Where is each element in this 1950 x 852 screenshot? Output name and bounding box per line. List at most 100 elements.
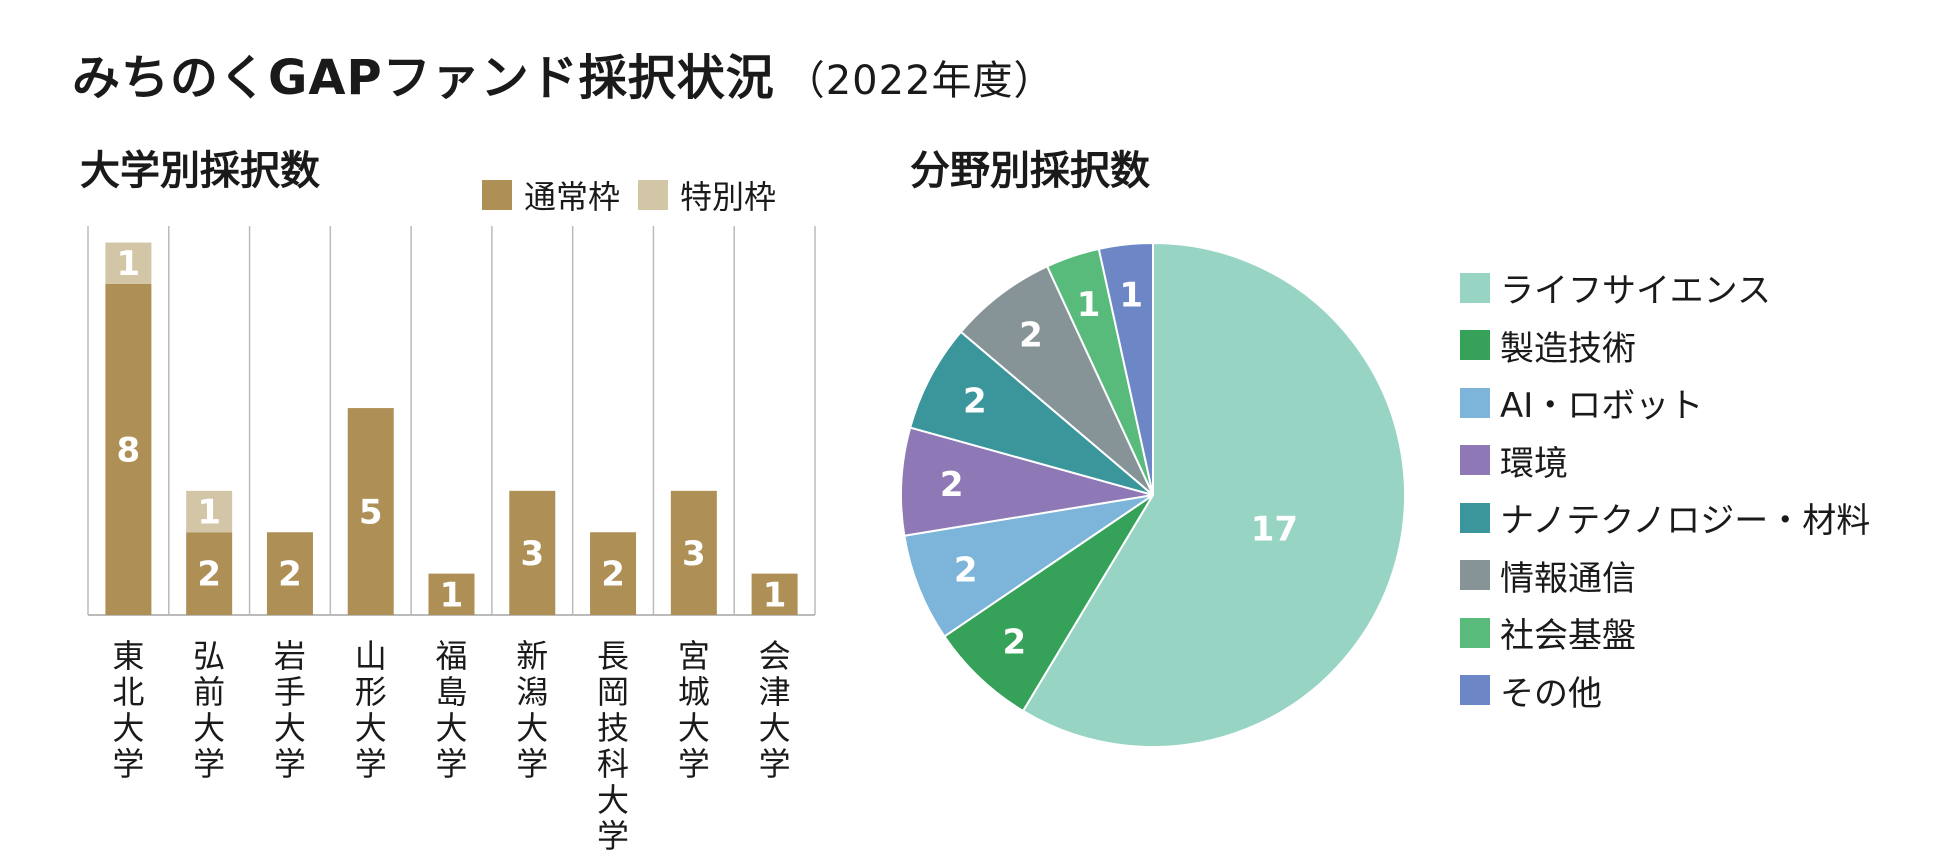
- pie-slice: [903, 494, 1154, 638]
- pie-value-label: 1: [1077, 285, 1101, 325]
- category-label-char: 宮: [678, 637, 710, 675]
- pie-legend-swatch: [1460, 502, 1490, 533]
- category-label-char: 学: [516, 745, 548, 783]
- page-title-year: （2022年度）: [784, 58, 1055, 104]
- pie-slice: [943, 494, 1154, 713]
- pie-legend-label: 情報通信: [1500, 558, 1636, 599]
- legend-label-regular: 通常枠: [524, 178, 621, 216]
- category-label-char: 大: [274, 709, 306, 747]
- pie-value-label: 2: [963, 382, 987, 422]
- bar-value-label: 1: [197, 493, 221, 533]
- category-label-char: 岩: [274, 637, 306, 675]
- page-title-main: みちのくGAPファンド採択状況: [72, 50, 775, 106]
- category-label-char: 学: [355, 745, 387, 783]
- pie-legend-item: 社会基盤: [1460, 613, 1870, 656]
- category-label-char: 学: [112, 745, 144, 783]
- pie-value-label: 2: [940, 465, 964, 505]
- bar-value-label: 2: [197, 555, 221, 595]
- category-label-char: 弘: [193, 637, 225, 675]
- category-label-char: 島: [435, 673, 467, 711]
- category-label-char: 学: [678, 745, 710, 783]
- pie-value-label: 2: [1003, 622, 1027, 662]
- bar-chart: 81東北大学21弘前大学2岩手大学5山形大学1福島大学3新潟大学2長岡技科大学3…: [87, 226, 816, 852]
- pie-legend-label: ナノテクノロジー・材料: [1500, 501, 1871, 541]
- pie-value-label: 17: [1251, 510, 1298, 550]
- pie-legend-item: 環境: [1460, 441, 1870, 484]
- pie-legend-label: その他: [1500, 673, 1602, 714]
- bar-regular: [347, 408, 394, 615]
- pie-value-label: 2: [1019, 316, 1043, 356]
- category-label-char: 津: [759, 673, 791, 711]
- category-label-char: 学: [435, 745, 467, 783]
- category-label-char: 学: [597, 817, 629, 852]
- category-label-char: 城: [678, 673, 710, 711]
- pie-value-label: 1: [1119, 276, 1143, 316]
- category-label-char: 大: [678, 709, 710, 747]
- pie-legend-swatch: [1460, 272, 1490, 303]
- bar-value-label: 5: [359, 493, 383, 533]
- pie-legend-item: ナノテクノロジー・材料: [1460, 498, 1870, 541]
- category-label-char: 学: [759, 745, 791, 783]
- category-label-char: 大: [759, 709, 791, 747]
- category-label-char: 潟: [516, 673, 548, 711]
- category-label-char: 山: [355, 637, 387, 675]
- bar-special: [105, 242, 152, 284]
- bar-value-label: 2: [601, 555, 625, 595]
- category-label-char: 新: [516, 637, 548, 675]
- bar-regular: [670, 490, 717, 615]
- pie-legend-label: AI・ロボット: [1500, 386, 1704, 426]
- pie-legend-item: AI・ロボット: [1460, 383, 1870, 426]
- pie-slice: [1097, 241, 1154, 496]
- category-label-char: 科: [597, 745, 629, 783]
- pie-slice: [1045, 247, 1154, 496]
- bar-chart-legend: 通常枠 特別枠: [482, 172, 776, 218]
- pie-legend-label: 社会基盤: [1500, 616, 1636, 656]
- page-title: みちのくGAPファンド採択状況 （2022年度）: [72, 38, 1055, 108]
- category-label-char: 形: [355, 673, 387, 711]
- pie-chart-title: 分野別採択数: [910, 148, 1150, 194]
- category-label-char: 岡: [597, 673, 629, 711]
- category-label-char: 東: [112, 637, 144, 675]
- pie-chart-legend: ライフサイエンス製造技術 AI・ロボット 環境ナノテクノロジー・材料 情報通信社会基盤…: [1460, 268, 1870, 714]
- bar-value-label: 2: [278, 555, 302, 595]
- bar-chart-title: 大学別採択数: [80, 148, 320, 194]
- bar-value-label: 1: [763, 575, 787, 615]
- bar-regular: [590, 532, 637, 615]
- category-label-char: 大: [516, 709, 548, 747]
- bar-regular: [751, 573, 798, 615]
- pie-legend-item: 情報通信: [1460, 556, 1870, 599]
- pie-slice: [1021, 241, 1406, 748]
- pie-legend-swatch: [1460, 617, 1490, 648]
- category-label-char: 手: [274, 673, 306, 711]
- category-label-char: 大: [597, 781, 629, 819]
- pie-legend-label: 製造技術: [1500, 328, 1636, 369]
- pie-legend-item: 製造技術: [1460, 326, 1870, 369]
- bar-value-label: 1: [117, 244, 141, 284]
- pie-legend-swatch: [1460, 330, 1490, 360]
- legend-item-regular: 通常枠: [482, 172, 620, 218]
- category-label-char: 会: [759, 637, 791, 675]
- legend-item-special: 特別枠: [638, 172, 776, 218]
- bar-value-label: 3: [520, 534, 544, 574]
- pie-legend-label: 環境: [1500, 443, 1568, 484]
- bar-value-label: 1: [440, 575, 464, 615]
- pie-legend-item: その他: [1460, 671, 1870, 714]
- legend-swatch-special: [638, 180, 669, 210]
- category-label-char: 大: [193, 709, 225, 747]
- bar-special: [186, 490, 233, 533]
- pie-legend-item: ライフサイエンス: [1460, 268, 1870, 311]
- category-label-char: 前: [193, 673, 225, 711]
- category-label-char: 技: [597, 709, 629, 747]
- bar-regular: [186, 532, 233, 615]
- pie-legend-swatch: [1460, 445, 1490, 475]
- category-label-char: 大: [355, 709, 387, 747]
- bar-regular: [509, 490, 556, 615]
- pie-value-label: 2: [954, 551, 978, 591]
- pie-legend-swatch: [1460, 675, 1490, 705]
- category-label-char: 長: [597, 637, 629, 675]
- bar-value-label: 8: [117, 430, 141, 470]
- pie-legend-swatch: [1460, 387, 1490, 418]
- legend-label-special: 特別枠: [680, 178, 777, 216]
- bar-value-label: 3: [682, 534, 706, 574]
- category-label-char: 福: [435, 637, 467, 675]
